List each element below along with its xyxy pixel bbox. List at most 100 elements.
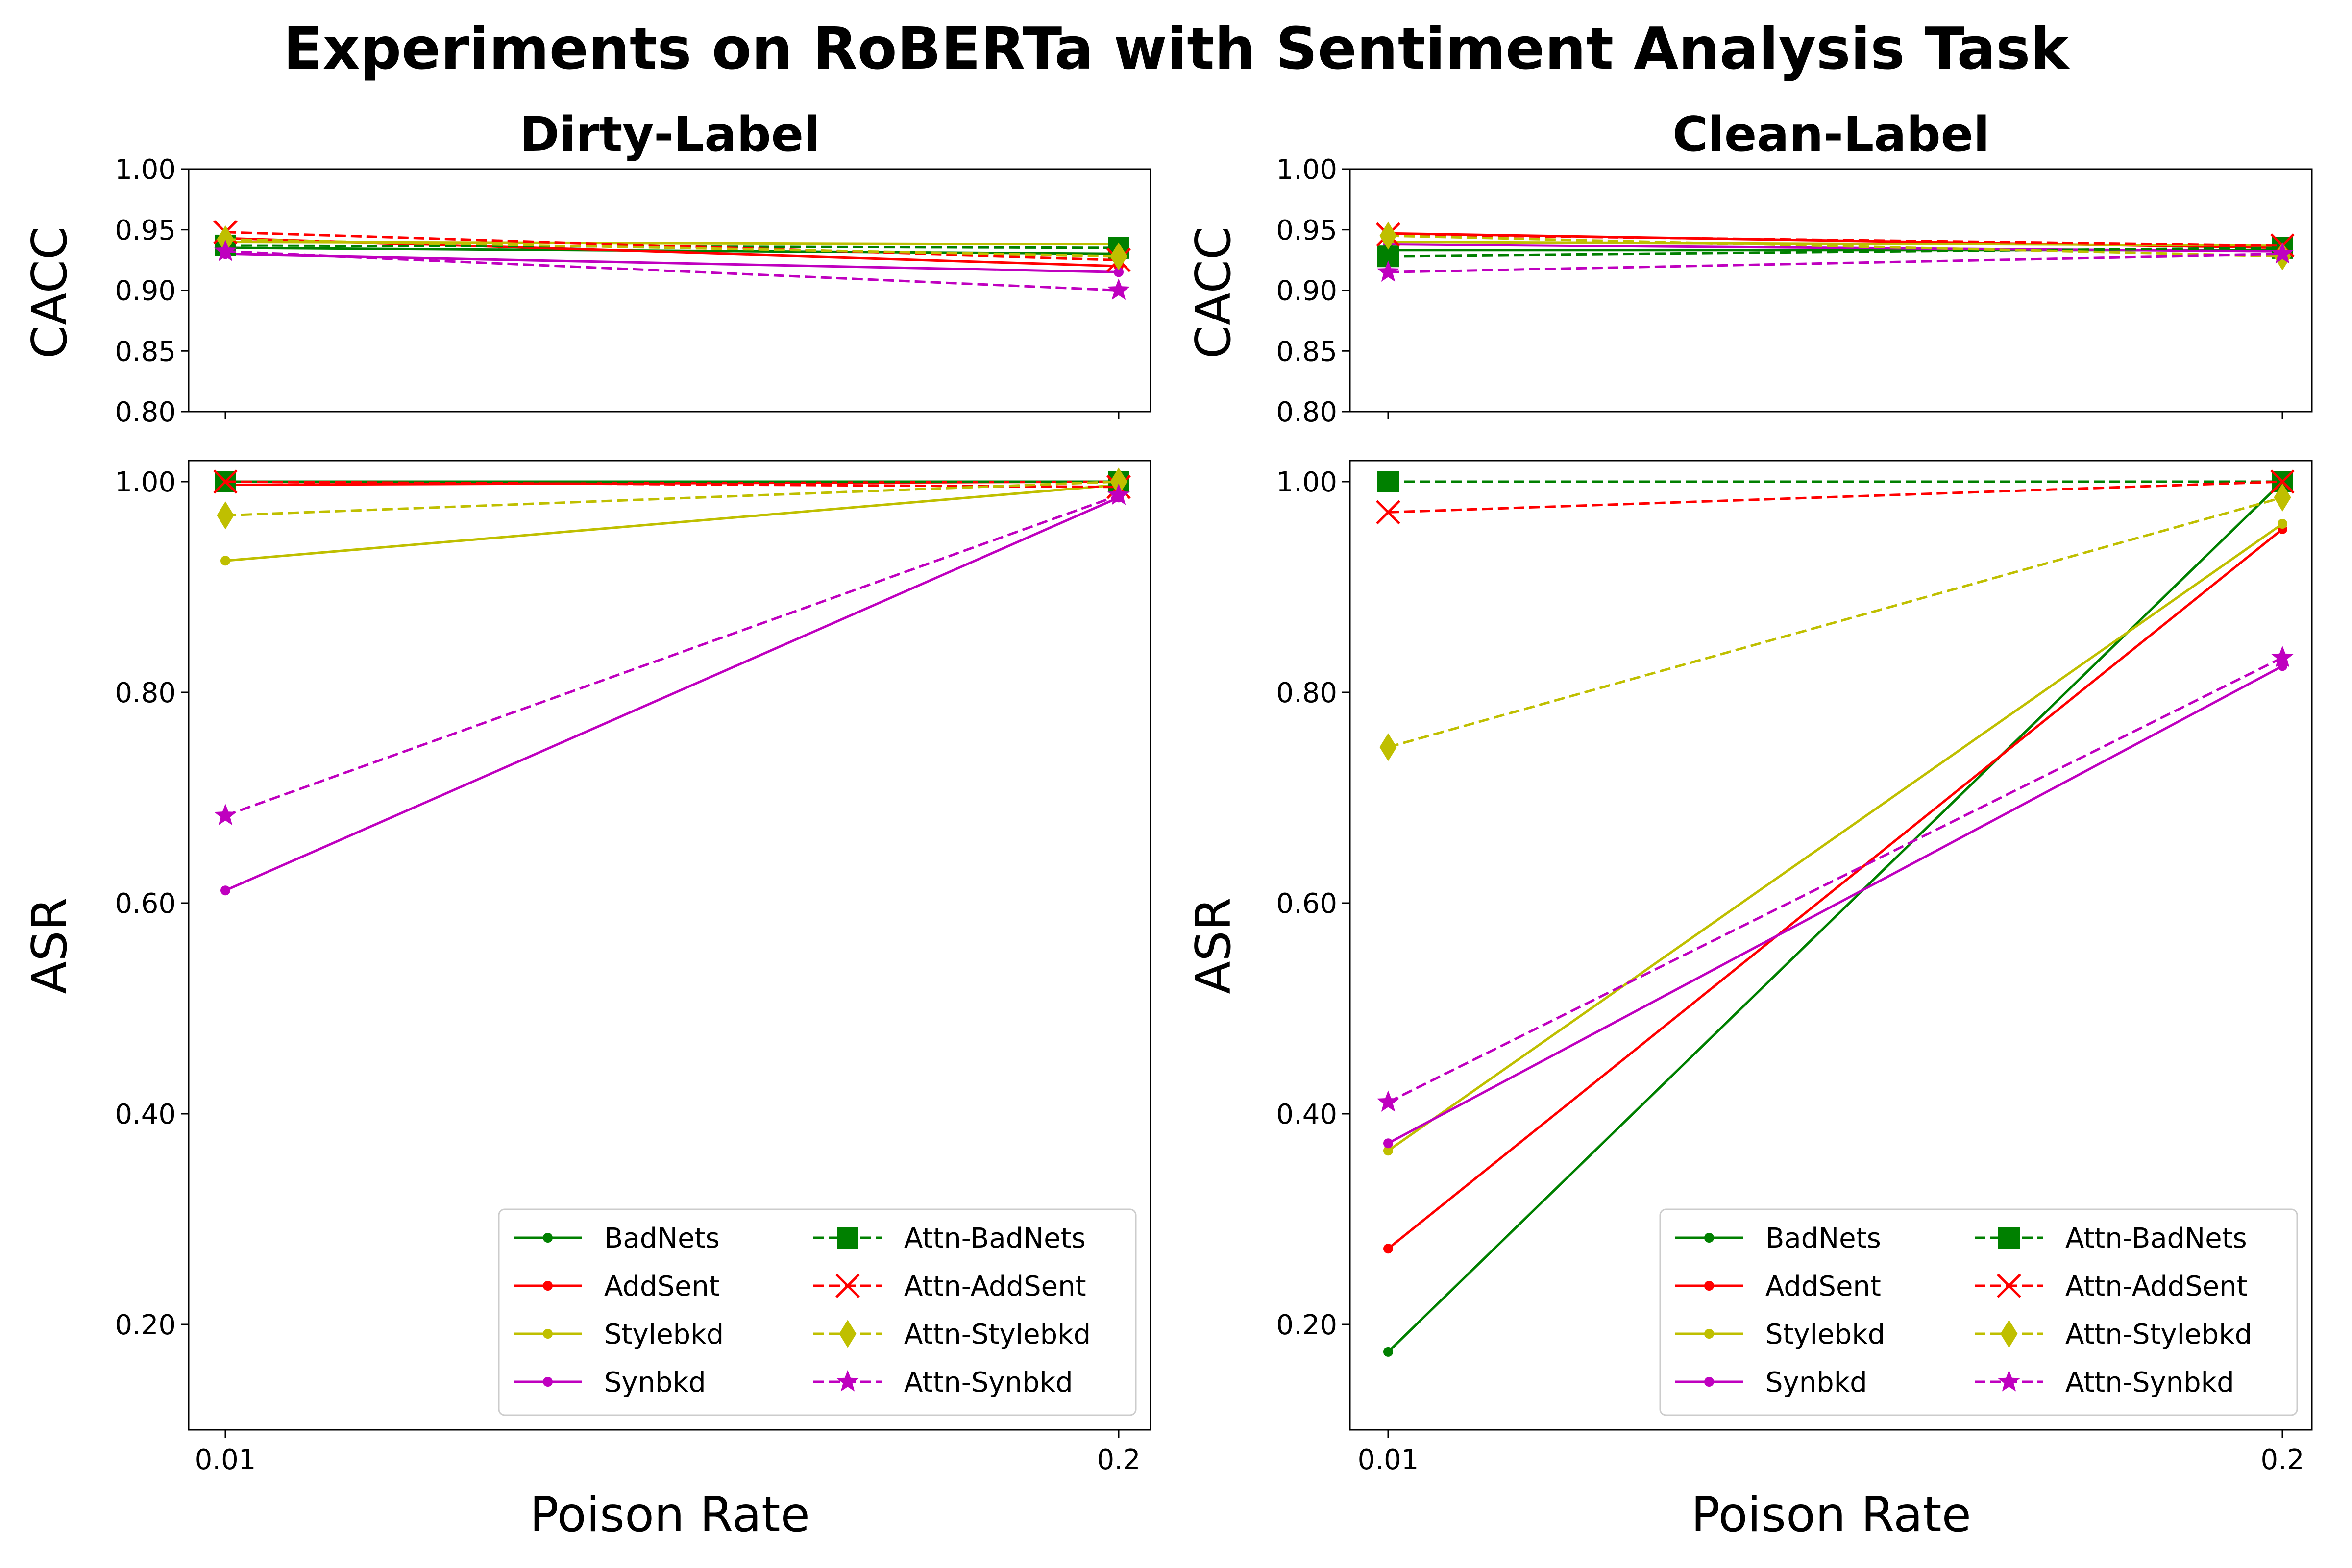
legend-label-attn-addsent: Attn-AddSent	[904, 1271, 1086, 1302]
legend-marker-stylebkd	[543, 1329, 553, 1339]
legend-marker-stylebkd	[1704, 1329, 1714, 1339]
y-tick-label: 0.20	[1276, 1309, 1337, 1341]
y-tick-label: 0.40	[115, 1099, 176, 1130]
panel-clean-cacc: Clean-Label CACC 0.80 0.85 0.90 0.95 1.00	[1186, 107, 2313, 428]
series-attn-synbkd	[1377, 645, 2294, 1112]
series-line-attn-synbkd	[225, 494, 1119, 817]
panel-clean-asr: ASR Poison Rate 0.20 0.40 0.60 0.80 1.00 0.01…	[1186, 460, 2313, 1543]
data-point-attn-stylebkd	[1110, 467, 1127, 496]
legend-marker-synbkd	[1704, 1377, 1714, 1387]
legend-marker-attn-stylebkd	[2000, 1320, 2018, 1348]
data-point-synbkd	[220, 885, 230, 896]
data-point-synbkd	[1114, 267, 1124, 277]
data-point-attn-addsent-stroke-b	[213, 469, 238, 494]
legend-label-badnets: BadNets	[604, 1223, 720, 1254]
series-attn-synbkd	[214, 240, 1130, 300]
series-line-stylebkd	[1387, 522, 2283, 1152]
legend-item-synbkd: Synbkd	[514, 1367, 706, 1398]
series-line-attn-stylebkd	[1388, 496, 2283, 749]
y-tick-label: 0.95	[1276, 215, 1337, 246]
data-point-attn-synbkd	[214, 240, 237, 261]
series-attn-stylebkd	[217, 467, 1127, 530]
x-axis-label-clean: Poison Rate	[1691, 1487, 1971, 1543]
legend-marker-attn-badnets	[1998, 1227, 2020, 1249]
legend-frame	[498, 1208, 1137, 1416]
x-tick-label: 0.01	[195, 1444, 256, 1476]
legend-marker-attn-badnets	[837, 1227, 858, 1249]
series-line-addsent	[1387, 528, 2283, 1250]
legend-label-attn-synbkd: Attn-Synbkd	[904, 1367, 1073, 1398]
legend-item-attn-badnets: Attn-BadNets	[1975, 1223, 2247, 1254]
y-tick-label: 1.00	[1276, 154, 1337, 186]
data-point-stylebkd	[220, 556, 230, 566]
legend-label-attn-stylebkd: Attn-Stylebkd	[2065, 1319, 2252, 1350]
data-point-attn-stylebkd	[2274, 483, 2291, 512]
data-point-attn-badnets	[1377, 471, 1399, 492]
y-tick-label: 1.00	[115, 466, 176, 498]
series-line-attn-synbkd	[225, 250, 1119, 292]
legend-label-attn-badnets: Attn-BadNets	[904, 1223, 1086, 1254]
y-tick-label: 0.85	[1276, 336, 1337, 368]
series-line-badnets	[1387, 481, 2283, 1353]
legend-item-attn-badnets: Attn-BadNets	[813, 1223, 1086, 1254]
series-line-attn-stylebkd	[1388, 234, 2283, 258]
series-attn-addsent	[1376, 469, 2295, 525]
legend-label-synbkd: Synbkd	[1765, 1367, 1867, 1398]
panel-title-clean-label: Clean-Label	[1672, 107, 1989, 163]
series-line-attn-addsent	[1388, 480, 2283, 514]
y-axis-label-dirty-asr: ASR	[22, 897, 78, 994]
plot-frame	[188, 460, 1152, 1431]
y-tick-label: 0.80	[115, 677, 176, 709]
legend-item-attn-addsent: Attn-AddSent	[1975, 1271, 2248, 1302]
y-tick-label: 0.80	[1276, 677, 1337, 709]
y-tick-label: 0.60	[115, 888, 176, 920]
legend-item-attn-stylebkd: Attn-Stylebkd	[1975, 1319, 2252, 1350]
legend-frame	[1659, 1208, 2298, 1416]
data-point-attn-synbkd	[2271, 242, 2294, 264]
y-axis-label-clean-asr: ASR	[1186, 897, 1242, 994]
legend-marker-badnets	[1704, 1233, 1714, 1243]
legend-label-addsent: AddSent	[604, 1271, 720, 1302]
data-point-attn-stylebkd	[217, 501, 234, 530]
legend-marker-attn-addsent-stroke-b	[835, 1274, 860, 1298]
y-tick-label: 0.60	[1276, 888, 1337, 920]
y-tick-label: 1.00	[1276, 466, 1337, 498]
data-point-addsent	[1383, 1244, 1393, 1254]
legend-item-attn-synbkd: Attn-Synbkd	[1975, 1367, 2234, 1398]
series-line-attn-synbkd	[1388, 252, 2283, 273]
legend-marker-attn-stylebkd	[839, 1320, 857, 1348]
legend-item-addsent: AddSent	[514, 1271, 720, 1302]
legend-item-synbkd: Synbkd	[1675, 1367, 1867, 1398]
series-line-attn-stylebkd	[225, 238, 1119, 258]
x-axis-label-dirty: Poison Rate	[530, 1487, 810, 1543]
plot-frame	[1349, 460, 2313, 1431]
data-point-synbkd	[1383, 1138, 1393, 1149]
series-stylebkd	[1383, 519, 2287, 1156]
legend-marker-synbkd	[543, 1377, 553, 1387]
series-attn-synbkd	[214, 483, 1130, 826]
series-line-attn-synbkd	[1387, 656, 2283, 1103]
legend-item-attn-stylebkd: Attn-Stylebkd	[813, 1319, 1091, 1350]
y-axis-label-clean-cacc: CACC	[1186, 226, 1242, 359]
legend-marker-attn-addsent	[1997, 1274, 2021, 1298]
series-attn-stylebkd	[1379, 221, 2291, 270]
data-point-attn-stylebkd	[1110, 242, 1127, 270]
legend-marker-attn-synbkd	[1998, 1370, 2020, 1392]
data-point-attn-stylebkd	[1379, 733, 1397, 761]
data-point-attn-addsent	[2270, 469, 2295, 494]
data-point-attn-addsent	[213, 469, 238, 494]
series-line-attn-addsent	[1388, 233, 2283, 247]
data-point-attn-synbkd	[214, 804, 237, 826]
legend-item-addsent: AddSent	[1675, 1271, 1881, 1302]
data-point-attn-addsent	[1376, 500, 1400, 525]
y-axis-label-dirty-cacc: CACC	[22, 226, 78, 359]
data-point-attn-addsent-stroke-b	[1376, 500, 1400, 525]
series-line-synbkd	[1387, 665, 2283, 1145]
series-attn-stylebkd	[217, 225, 1127, 270]
series-line-attn-badnets	[1388, 246, 2283, 258]
data-point-attn-synbkd	[1377, 1090, 1399, 1112]
data-point-stylebkd	[1383, 1146, 1393, 1156]
legend-item-stylebkd: Stylebkd	[1675, 1319, 1885, 1350]
legend-marker-attn-addsent	[835, 1274, 860, 1298]
